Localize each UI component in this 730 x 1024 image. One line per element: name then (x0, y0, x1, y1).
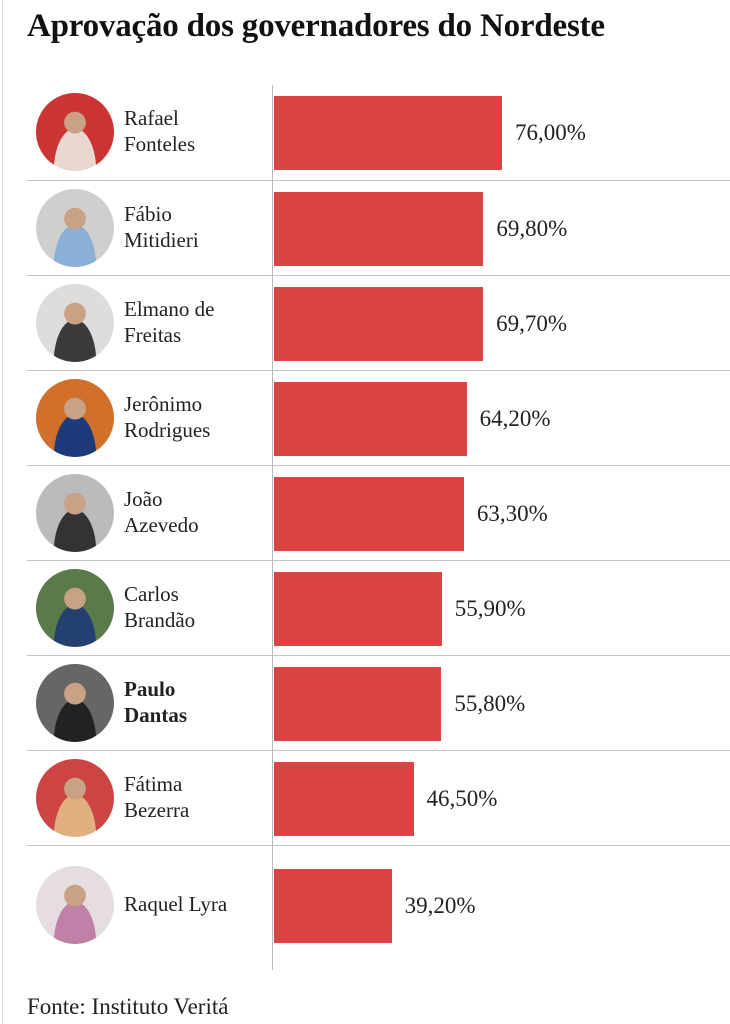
governor-name: Fábio Mitidieri (124, 201, 199, 253)
avatar-photo (36, 569, 114, 647)
value-label: 63,30% (476, 501, 548, 526)
governor-name: Paulo Dantas (124, 676, 187, 728)
avatar-photo (36, 189, 114, 267)
avatar-photo (36, 759, 114, 837)
name-line: Rodrigues (124, 418, 211, 442)
name-line: Azevedo (124, 513, 199, 537)
governor-name: Elmano de Freitas (124, 296, 214, 348)
name-line: Bezerra (124, 798, 190, 822)
name-line: Fátima (124, 772, 183, 796)
avatar-photo (36, 664, 114, 742)
row-separator (27, 845, 730, 846)
bar (274, 96, 502, 170)
name-line: Raquel Lyra (124, 892, 228, 916)
value-label: 55,80% (454, 691, 526, 716)
governor-name: João Azevedo (124, 486, 199, 538)
name-line: Carlos (124, 582, 179, 606)
row-separator (27, 560, 730, 561)
name-line: Rafael (124, 106, 179, 130)
row-separator (27, 655, 730, 656)
name-line: Brandão (124, 608, 196, 632)
avatar-photo (36, 474, 114, 552)
value-label: 64,20% (479, 406, 551, 431)
name-line: Paulo (124, 677, 176, 701)
row-separator (27, 370, 730, 371)
governor-name: Jerônimo Rodrigues (124, 391, 210, 443)
row-separator (27, 275, 730, 276)
name-line: Fonteles (124, 132, 196, 156)
chart-title: Aprovação dos governadores do Nordeste (27, 8, 605, 44)
name-line: Fábio (124, 202, 172, 226)
row-separator (27, 180, 730, 181)
value-label: 76,00% (515, 120, 586, 145)
bar (274, 192, 484, 266)
avatar-photo (36, 379, 114, 457)
governor-name: Raquel Lyra (124, 891, 227, 917)
governor-name: Rafael Fonteles (124, 105, 195, 157)
row-separator (27, 750, 730, 751)
value-label: 46,50% (426, 786, 498, 811)
name-line: Dantas (124, 703, 188, 727)
bar (274, 287, 484, 361)
bar (274, 762, 414, 836)
governor-name: Carlos Brandão (124, 581, 195, 633)
name-line: João (124, 487, 163, 511)
name-line: Freitas (124, 323, 182, 347)
axis-line (272, 85, 273, 970)
row-separator (27, 465, 730, 466)
bar (274, 572, 442, 646)
avatar-photo (36, 284, 114, 362)
source-note: Fonte: Instituto Veritá (27, 994, 229, 1019)
name-line: Jerônimo (124, 392, 203, 416)
bar (274, 477, 464, 551)
page-edge (2, 0, 3, 1024)
value-label: 39,20% (404, 893, 476, 918)
avatar-photo (36, 93, 114, 171)
governor-name: Fátima Bezerra (124, 771, 189, 823)
name-line: Mitidieri (124, 228, 199, 252)
bar (274, 382, 467, 456)
value-label: 69,80% (496, 216, 568, 241)
avatar-photo (36, 866, 114, 944)
bar (274, 667, 442, 741)
name-line: Elmano de (124, 297, 215, 321)
value-label: 55,90% (454, 596, 526, 621)
value-label: 69,70% (496, 311, 568, 336)
bar (274, 869, 392, 943)
